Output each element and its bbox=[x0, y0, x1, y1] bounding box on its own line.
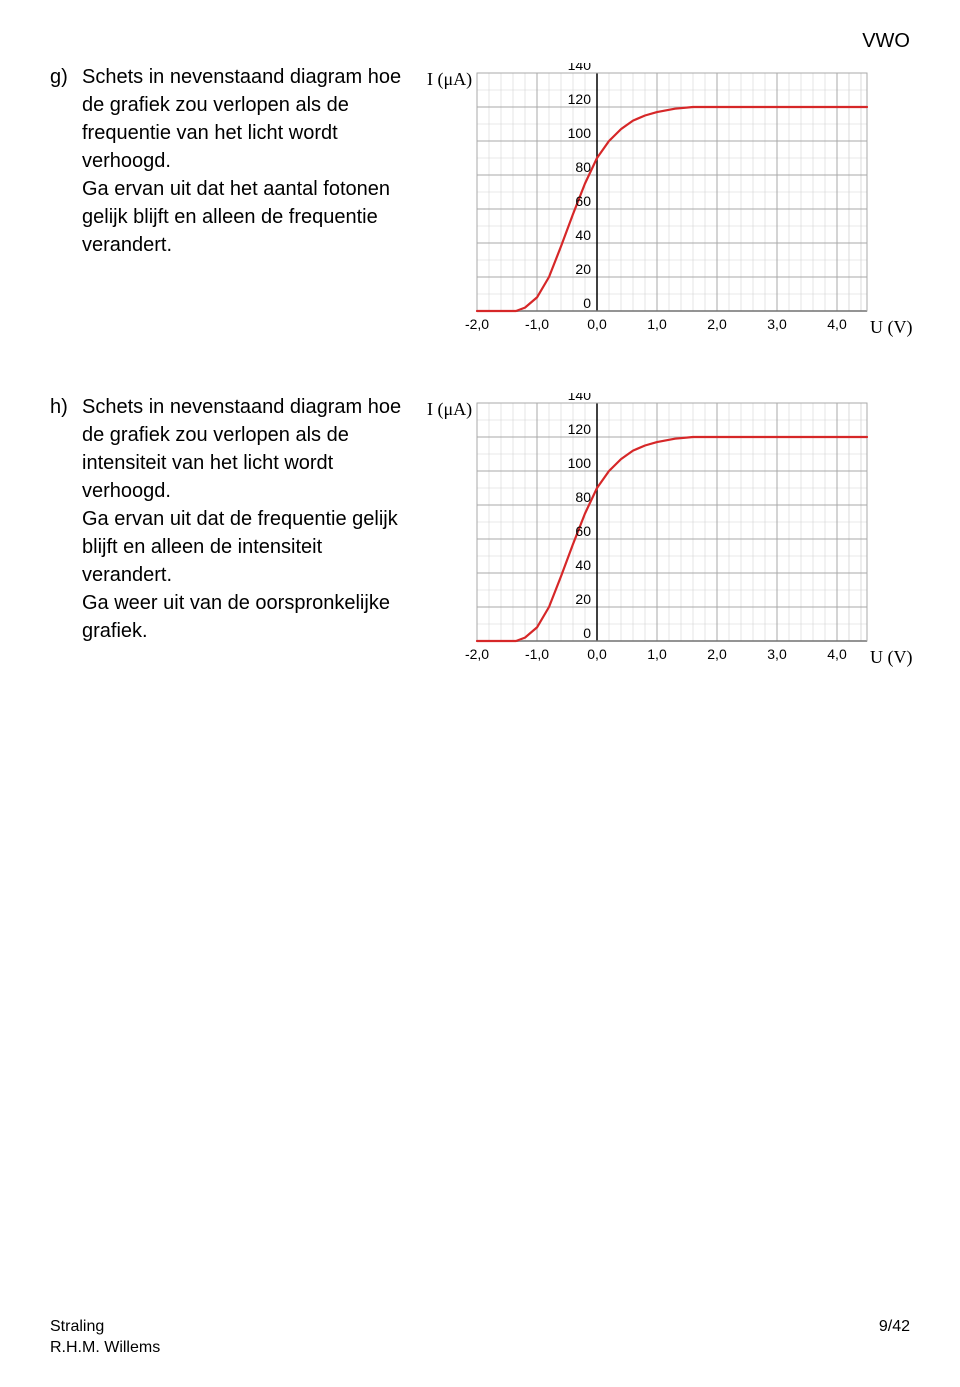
svg-text:60: 60 bbox=[575, 193, 591, 209]
svg-text:120: 120 bbox=[568, 91, 592, 107]
svg-text:20: 20 bbox=[575, 591, 591, 607]
svg-text:4,0: 4,0 bbox=[827, 646, 847, 662]
question-h-label: h) bbox=[50, 393, 82, 421]
doc-level: VWO bbox=[862, 30, 910, 52]
svg-text:2,0: 2,0 bbox=[707, 646, 727, 662]
svg-text:-2,0: -2,0 bbox=[465, 316, 489, 332]
svg-text:1,0: 1,0 bbox=[647, 316, 667, 332]
svg-text:80: 80 bbox=[575, 159, 591, 175]
svg-text:120: 120 bbox=[568, 421, 592, 437]
question-h: h) Schets in nevenstaand diagram hoe de … bbox=[50, 393, 910, 683]
svg-text:40: 40 bbox=[575, 557, 591, 573]
svg-text:0,0: 0,0 bbox=[587, 316, 607, 332]
svg-text:1,0: 1,0 bbox=[647, 646, 667, 662]
svg-text:140: 140 bbox=[568, 63, 592, 73]
footer-left: Straling R.H.M. Willems bbox=[50, 1317, 160, 1359]
chart-g: -2,0 -1,0 0,0 1,0 2,0 3,0 4,0 0 20 40 60 80 100 120 14… bbox=[412, 63, 910, 353]
footer-author: R.H.M. Willems bbox=[50, 1338, 160, 1359]
svg-text:2,0: 2,0 bbox=[707, 316, 727, 332]
svg-text:-2,0: -2,0 bbox=[465, 646, 489, 662]
svg-text:U (V): U (V) bbox=[870, 647, 912, 668]
svg-text:60: 60 bbox=[575, 523, 591, 539]
svg-text:U (V): U (V) bbox=[870, 317, 912, 338]
svg-text:-1,0: -1,0 bbox=[525, 646, 549, 662]
svg-text:0: 0 bbox=[583, 625, 591, 641]
question-g: g) Schets in nevenstaand diagram hoe de … bbox=[50, 63, 910, 353]
svg-text:40: 40 bbox=[575, 227, 591, 243]
footer-page: 9/42 bbox=[879, 1317, 910, 1359]
svg-text:3,0: 3,0 bbox=[767, 316, 787, 332]
svg-text:100: 100 bbox=[568, 125, 592, 141]
question-g-label: g) bbox=[50, 63, 82, 91]
question-g-text: Schets in nevenstaand diagram hoe de gra… bbox=[82, 63, 412, 259]
svg-text:-1,0: -1,0 bbox=[525, 316, 549, 332]
svg-text:4,0: 4,0 bbox=[827, 316, 847, 332]
footer-title: Straling bbox=[50, 1317, 160, 1338]
svg-text:80: 80 bbox=[575, 489, 591, 505]
svg-text:100: 100 bbox=[568, 455, 592, 471]
page-footer: Straling R.H.M. Willems 9/42 bbox=[50, 1317, 910, 1359]
svg-text:I (μA): I (μA) bbox=[427, 69, 472, 90]
svg-text:3,0: 3,0 bbox=[767, 646, 787, 662]
chart-h: -2,0 -1,0 0,0 1,0 2,0 3,0 4,0 0 20 40 60 80 100 120 14… bbox=[412, 393, 910, 683]
svg-text:0: 0 bbox=[583, 295, 591, 311]
question-h-text: Schets in nevenstaand diagram hoe de gra… bbox=[82, 393, 412, 645]
svg-text:20: 20 bbox=[575, 261, 591, 277]
svg-text:140: 140 bbox=[568, 393, 592, 403]
svg-text:0,0: 0,0 bbox=[587, 646, 607, 662]
svg-text:I (μA): I (μA) bbox=[427, 399, 472, 420]
